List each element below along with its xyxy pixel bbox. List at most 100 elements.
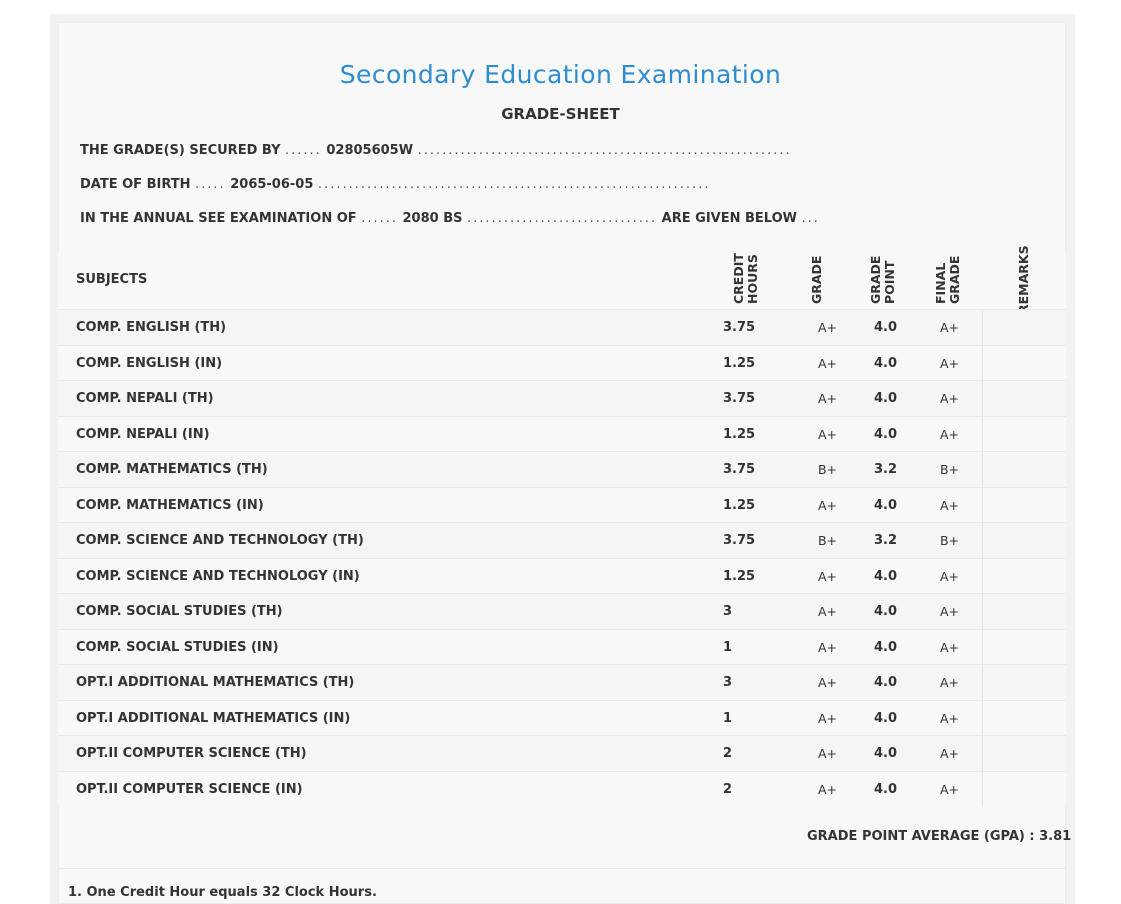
final-grade-cell: A+ <box>939 781 960 797</box>
subjects-header: SUBJECTS <box>76 272 148 287</box>
grade-point-cell: 3.2 <box>873 533 898 548</box>
grade-cell: A+ <box>817 320 838 335</box>
dot-leader: ...... <box>361 211 398 226</box>
dot-leader: ............................... <box>467 211 658 226</box>
table-row: COMP. SOCIAL STUDIES (IN) 1 A+ 4.0 A+ <box>58 628 1066 665</box>
final-grade-cell: A+ <box>939 639 960 655</box>
grade-point-cell: 4.0 <box>873 497 898 513</box>
exam-year: 2080 BS <box>402 211 463 226</box>
subject-cell: COMP. MATHEMATICS (IN) <box>76 497 264 513</box>
final-grade-cell: A+ <box>939 710 960 726</box>
grade-point-cell: 4.0 <box>873 639 898 655</box>
subject-cell: OPT.II COMPUTER SCIENCE (TH) <box>76 746 307 761</box>
gpa-value: 3.81 <box>1039 829 1072 844</box>
grade-header: GRADE <box>809 255 824 304</box>
grade-cell: A+ <box>817 746 838 761</box>
final-grade-header: FINAL GRADE <box>933 255 962 304</box>
table-header: SUBJECTS CREDIT HOURS GRADE GRADE POINT … <box>58 245 1066 314</box>
subject-cell: COMP. ENGLISH (TH) <box>76 320 227 335</box>
table-row: COMP. NEPALI (IN) 1.25 A+ 4.0 A+ <box>58 415 1066 452</box>
table-row: COMP. SCIENCE AND TECHNOLOGY (TH) 3.75 B+ 3… <box>58 522 1066 558</box>
credit-hours-header-line1: CREDIT <box>731 253 746 304</box>
exam-line: IN THE ANNUAL SEE EXAMINATION OF ...... … <box>80 211 820 226</box>
dot-leader: ... <box>801 211 820 226</box>
credit-hours-header: CREDIT HOURS <box>731 253 760 304</box>
subject-cell: COMP. NEPALI (IN) <box>76 426 210 442</box>
final-grade-cell: A+ <box>939 675 960 690</box>
subject-cell: COMP. SOCIAL STUDIES (TH) <box>76 604 283 619</box>
final-grade-cell: B+ <box>939 462 960 477</box>
table-row: OPT.II COMPUTER SCIENCE (IN) 2 A+ 4.0 A+ <box>58 770 1066 807</box>
grade-cell: A+ <box>817 355 838 371</box>
grade-point-cell: 4.0 <box>873 710 898 726</box>
subject-cell: COMP. ENGLISH (IN) <box>76 355 223 371</box>
remarks-cell <box>982 416 983 452</box>
remarks-cell <box>982 736 983 771</box>
table-row: OPT.I ADDITIONAL MATHEMATICS (TH) 3 A+ 4.0 A… <box>58 664 1066 700</box>
remarks-cell <box>982 700 983 736</box>
page-title: Secondary Education Examination <box>339 60 782 89</box>
grade-cell: A+ <box>817 710 838 726</box>
table-row: COMP. NEPALI (TH) 3.75 A+ 4.0 A+ <box>58 380 1066 416</box>
grade-point-cell: 3.2 <box>873 462 898 477</box>
grade-point-cell: 4.0 <box>873 746 898 761</box>
subject-cell: COMP. SCIENCE AND TECHNOLOGY (TH) <box>76 533 364 548</box>
final-grade-cell: B+ <box>939 533 960 548</box>
final-grade-cell: A+ <box>939 604 960 619</box>
grade-point-header: GRADE POINT <box>868 255 897 304</box>
subject-cell: COMP. SOCIAL STUDIES (IN) <box>76 639 279 655</box>
remarks-cell <box>982 452 983 487</box>
secured-by-label: THE GRADE(S) SECURED BY <box>80 143 281 158</box>
dot-leader: ........................................… <box>317 177 711 192</box>
credit-hours-cell: 2 <box>723 746 733 761</box>
grade-cell: A+ <box>817 781 838 797</box>
final-grade-cell: A+ <box>939 497 960 513</box>
remarks-cell <box>982 345 983 381</box>
credit-hours-cell: 1.25 <box>723 426 756 442</box>
grade-cell: B+ <box>817 462 838 477</box>
credit-hours-cell: 1.25 <box>723 355 756 371</box>
credit-hours-cell: 3.75 <box>723 391 756 406</box>
grade-point-cell: 4.0 <box>873 568 898 584</box>
subject-cell: COMP. NEPALI (TH) <box>76 391 214 406</box>
grade-cell: B+ <box>817 533 838 548</box>
final-grade-cell: A+ <box>939 426 960 442</box>
credit-hours-cell: 3.75 <box>723 533 756 548</box>
grade-cell: A+ <box>817 675 838 690</box>
table-row: COMP. MATHEMATICS (TH) 3.75 B+ 3.2 B+ <box>58 451 1066 487</box>
dot-leader: ........................................… <box>417 143 792 158</box>
remarks-cell <box>982 629 983 665</box>
dot-leader: ..... <box>195 177 226 192</box>
symbol-number: 02805605W <box>326 143 414 158</box>
credit-hours-cell: 1 <box>723 710 733 726</box>
grade-cell: A+ <box>817 426 838 442</box>
grade-point-cell: 4.0 <box>873 675 898 690</box>
grade-cell: A+ <box>817 391 838 406</box>
table-row: COMP. ENGLISH (TH) 3.75 A+ 4.0 A+ <box>58 309 1066 345</box>
grade-cell: A+ <box>817 604 838 619</box>
table-row: COMP. SCIENCE AND TECHNOLOGY (IN) 1.25 A+ 4… <box>58 557 1066 594</box>
date-of-birth-line: DATE OF BIRTH ..... 2065-06-05 .........… <box>80 177 710 192</box>
remarks-header: REMARKS <box>1016 245 1031 314</box>
credit-hours-cell: 3 <box>723 604 733 619</box>
subject-cell: COMP. SCIENCE AND TECHNOLOGY (IN) <box>76 568 360 584</box>
credit-hours-header-line2: HOURS <box>745 254 760 304</box>
final-grade-cell: A+ <box>939 391 960 406</box>
grade-cell: A+ <box>817 497 838 513</box>
remarks-cell <box>982 310 983 345</box>
table-row: OPT.I ADDITIONAL MATHEMATICS (IN) 1 A+ 4.0 A… <box>58 699 1066 736</box>
final-grade-cell: A+ <box>939 746 960 761</box>
final-grade-header-line2: GRADE <box>947 255 962 304</box>
credit-hours-cell: 1.25 <box>723 497 756 513</box>
grade-cell: A+ <box>817 568 838 584</box>
credit-hours-cell: 3 <box>723 675 733 690</box>
grade-point-header-line1: GRADE <box>868 255 883 304</box>
subject-cell: OPT.I ADDITIONAL MATHEMATICS (IN) <box>76 710 351 726</box>
grade-point-header-line2: POINT <box>882 260 897 304</box>
footnote: 1. One Credit Hour equals 32 Clock Hours… <box>68 885 377 900</box>
grade-point-cell: 4.0 <box>873 604 898 619</box>
gpa-summary: GRADE POINT AVERAGE (GPA) : 3.81 <box>807 829 1071 844</box>
remarks-cell <box>982 594 983 629</box>
grade-point-cell: 4.0 <box>873 391 898 406</box>
dot-leader: ...... <box>285 143 322 158</box>
